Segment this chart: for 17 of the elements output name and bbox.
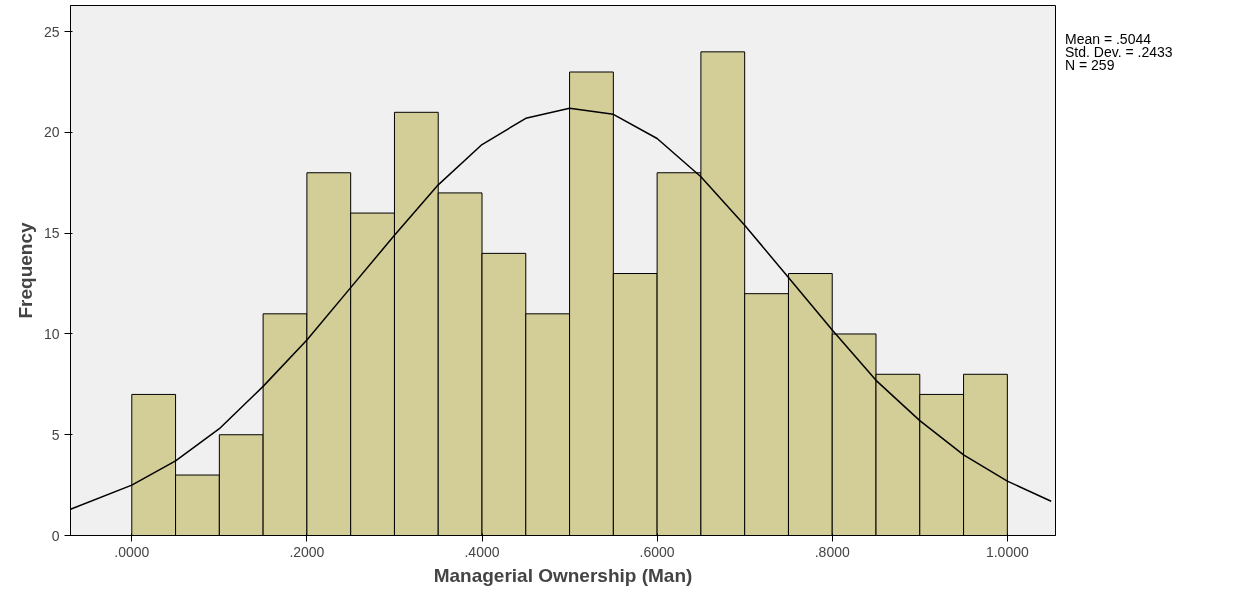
x-tick-label: .6000 [639, 543, 675, 560]
y-tick-label: 20 [43, 124, 60, 141]
y-tick-label: 0 [51, 527, 60, 544]
y-axis-title: Frequency [14, 222, 36, 319]
x-tick-label: .2000 [289, 543, 325, 560]
x-tick-label: .4000 [464, 543, 500, 560]
text: Std. Dev. = .2433 [1065, 44, 1173, 60]
text: N = 259 [1065, 57, 1115, 73]
x-tick-label: 1.0000 [985, 543, 1029, 560]
y-tick-label: 10 [43, 325, 60, 342]
x-tick-label: .0000 [114, 543, 150, 560]
y-tick-label: 15 [43, 225, 60, 242]
y-tick-label: 5 [51, 426, 60, 443]
x-tick-label: .8000 [814, 543, 850, 560]
text: Mean = .5044 [1065, 31, 1152, 47]
x-axis-title: Managerial Ownership (Man) [433, 564, 693, 586]
y-tick-label: 25 [43, 23, 60, 40]
